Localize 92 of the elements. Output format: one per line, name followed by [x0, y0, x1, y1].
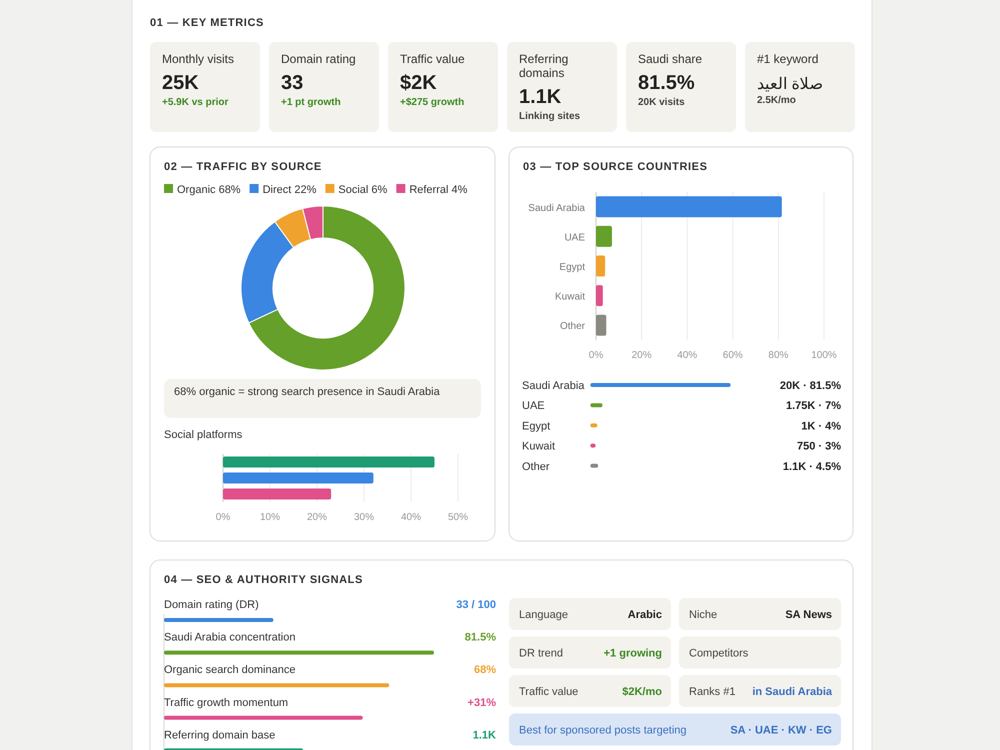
y-tick-label: UAE: [564, 232, 586, 244]
y-tick-label: Other: [522, 460, 550, 473]
text: Referring domains: [519, 52, 568, 80]
y-tick-label: UAE: [522, 400, 545, 412]
text: 2.5K/mo: [757, 95, 796, 106]
legend-label: Referral 4%: [409, 184, 468, 196]
bar: [590, 383, 731, 387]
bar: [223, 488, 332, 500]
bar: [164, 716, 363, 720]
data-label: 1.75K · 7%: [786, 400, 842, 412]
bar: [590, 403, 602, 408]
legend-label: Direct 22%: [262, 184, 317, 196]
text: 81.5%: [464, 632, 496, 644]
x-tick-label: 50%: [448, 512, 468, 523]
text: Domain rating: [281, 52, 356, 66]
bar: [164, 650, 434, 655]
text: 20K visits: [638, 97, 686, 108]
y-tick-label: Egypt: [522, 420, 550, 432]
chart-title: 03 — TOP SOURCE COUNTRIES: [523, 161, 708, 173]
text: 81.5%: [638, 72, 695, 94]
text: صلاة العيد: [757, 76, 824, 93]
y-tick-label: Referring domain base: [164, 729, 276, 742]
bar: [596, 256, 606, 276]
data-label: 750 · 3%: [796, 440, 842, 453]
data-label: 20K · 81.5%: [780, 380, 842, 392]
text: $2K/mo: [622, 686, 662, 698]
data-label: 1.1K · 4.5%: [782, 460, 842, 473]
x-tick-label: 20%: [632, 350, 652, 361]
legend-label: Organic 68%: [177, 184, 241, 196]
x-tick-label: 30%: [354, 512, 374, 523]
text: Arabic: [628, 609, 662, 621]
y-tick-label: Saudi Arabia concentration: [164, 632, 296, 644]
y-tick-label: Domain rating (DR): [164, 599, 259, 611]
y-tick-label: Kuwait: [522, 440, 556, 453]
text: +$275 growth: [400, 97, 464, 108]
text: 33 / 100: [456, 599, 496, 611]
text: Traffic value: [519, 686, 578, 698]
bar: [223, 456, 434, 468]
text: +1 pt growth: [281, 97, 341, 108]
bar: [596, 314, 606, 336]
text: +31%: [468, 696, 496, 709]
x-tick-label: 60%: [722, 350, 743, 361]
text: #1 keyword: [757, 52, 818, 66]
text: +1 growing: [604, 648, 662, 660]
y-tick-label: Kuwait: [554, 292, 586, 303]
text: 01 — KEY METRICS: [150, 17, 264, 29]
text: SA · UAE · KW · EG: [730, 724, 832, 736]
legend-label: Social 6%: [338, 184, 388, 196]
bar: [596, 226, 612, 247]
y-tick-label: Organic search dominance: [164, 664, 296, 676]
text: 33: [281, 72, 304, 94]
bar: [596, 196, 782, 218]
text: Monthly visits: [162, 52, 234, 66]
data-label: 1K · 4%: [801, 420, 842, 432]
chart-title: Social platforms: [164, 429, 243, 441]
chart-title: 02 — TRAFFIC BY SOURCE: [164, 161, 322, 173]
text: Saudi share: [638, 52, 702, 66]
text: Language: [519, 609, 568, 621]
text: Niche: [689, 609, 718, 621]
y-tick-label: Traffic growth momentum: [164, 696, 288, 709]
bar: [596, 285, 603, 306]
text: 25K: [162, 72, 200, 94]
x-tick-label: 80%: [768, 350, 789, 361]
chart-title: 04 — SEO & AUTHORITY SIGNALS: [164, 574, 363, 586]
y-tick-label: Egypt: [559, 262, 586, 273]
text: SA News: [785, 609, 832, 621]
y-tick-label: Saudi Arabia: [528, 202, 586, 214]
text: $2K: [400, 72, 438, 94]
text: Linking sites: [519, 111, 581, 122]
x-tick-label: 10%: [260, 512, 280, 523]
text: Best for sponsored posts targeting: [519, 724, 687, 736]
y-tick-label: Saudi Arabia: [522, 380, 586, 392]
text: 68%: [474, 664, 496, 676]
x-tick-label: 40%: [677, 350, 698, 361]
text: 68% organic = strong search presence in Saudi Arabia: [174, 386, 441, 398]
bar: [164, 618, 274, 622]
x-tick-label: 20%: [306, 512, 328, 523]
bar: [223, 472, 374, 484]
y-tick-label: Other: [560, 321, 586, 332]
x-tick-label: 100%: [811, 350, 837, 361]
text: 1.1K: [472, 729, 496, 742]
x-tick-label: 0%: [216, 512, 230, 523]
text: DR trend: [519, 648, 564, 660]
bar: [164, 683, 390, 688]
text: in Saudi Arabia: [752, 686, 833, 698]
text: Competitors: [689, 648, 749, 660]
text: Ranks #1: [689, 686, 736, 698]
text: 1.1K: [519, 86, 562, 108]
text: +5.9K vs prior: [162, 97, 229, 108]
text: Traffic value: [400, 52, 466, 66]
x-tick-label: 40%: [400, 512, 422, 523]
x-tick-label: 0%: [588, 350, 604, 361]
